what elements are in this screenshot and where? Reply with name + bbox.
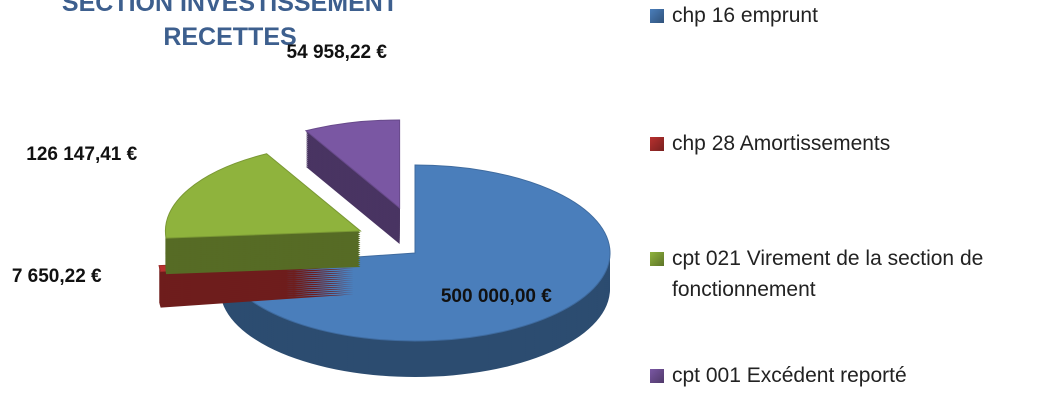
slice-depth [159, 268, 354, 282]
slice-depth [159, 282, 354, 296]
slice [304, 119, 401, 210]
legend-label: cpt 021 Virement de la section de foncti… [672, 247, 984, 301]
slice-depth [159, 286, 354, 300]
slice-depth [159, 276, 354, 290]
legend-swatch [650, 9, 664, 23]
slice-depth [159, 270, 354, 284]
slice-depth [159, 294, 354, 308]
slice-depth [159, 290, 354, 304]
legend-entry: cpt 021 Virement de la section de foncti… [650, 243, 1050, 305]
slice-depth [159, 284, 354, 298]
slice-depth [159, 278, 354, 292]
legend-swatch [650, 252, 664, 266]
legend-label: chp 28 Amortissements [672, 132, 891, 155]
slice-depth [159, 272, 354, 286]
data-label: 54 958,22 € [287, 42, 388, 63]
slice-depth [159, 292, 354, 306]
legend-entry: cpt 001 Excédent reporté [650, 360, 1050, 391]
slice-depth [159, 288, 354, 302]
legend-label: cpt 001 Excédent reporté [672, 364, 907, 387]
legend-entry: chp 28 Amortissements [650, 128, 1050, 159]
data-label: 126 147,41 € [26, 144, 137, 165]
slice-depth [159, 266, 354, 280]
slice [221, 164, 611, 342]
chart-title: SECTION INVESTISSEMENT RECETTES [61, 0, 399, 51]
legend-entry: chp 16 emprunt [650, 0, 1050, 31]
slice-depth [159, 274, 354, 288]
legend-swatch [650, 137, 664, 151]
data-label: 7 650,22 € [12, 266, 102, 287]
legend-label: chp 16 emprunt [672, 4, 818, 27]
slice [164, 153, 362, 239]
slice-depth [159, 280, 354, 294]
data-label: 500 000,00 € [441, 286, 552, 307]
legend-swatch [650, 369, 664, 383]
